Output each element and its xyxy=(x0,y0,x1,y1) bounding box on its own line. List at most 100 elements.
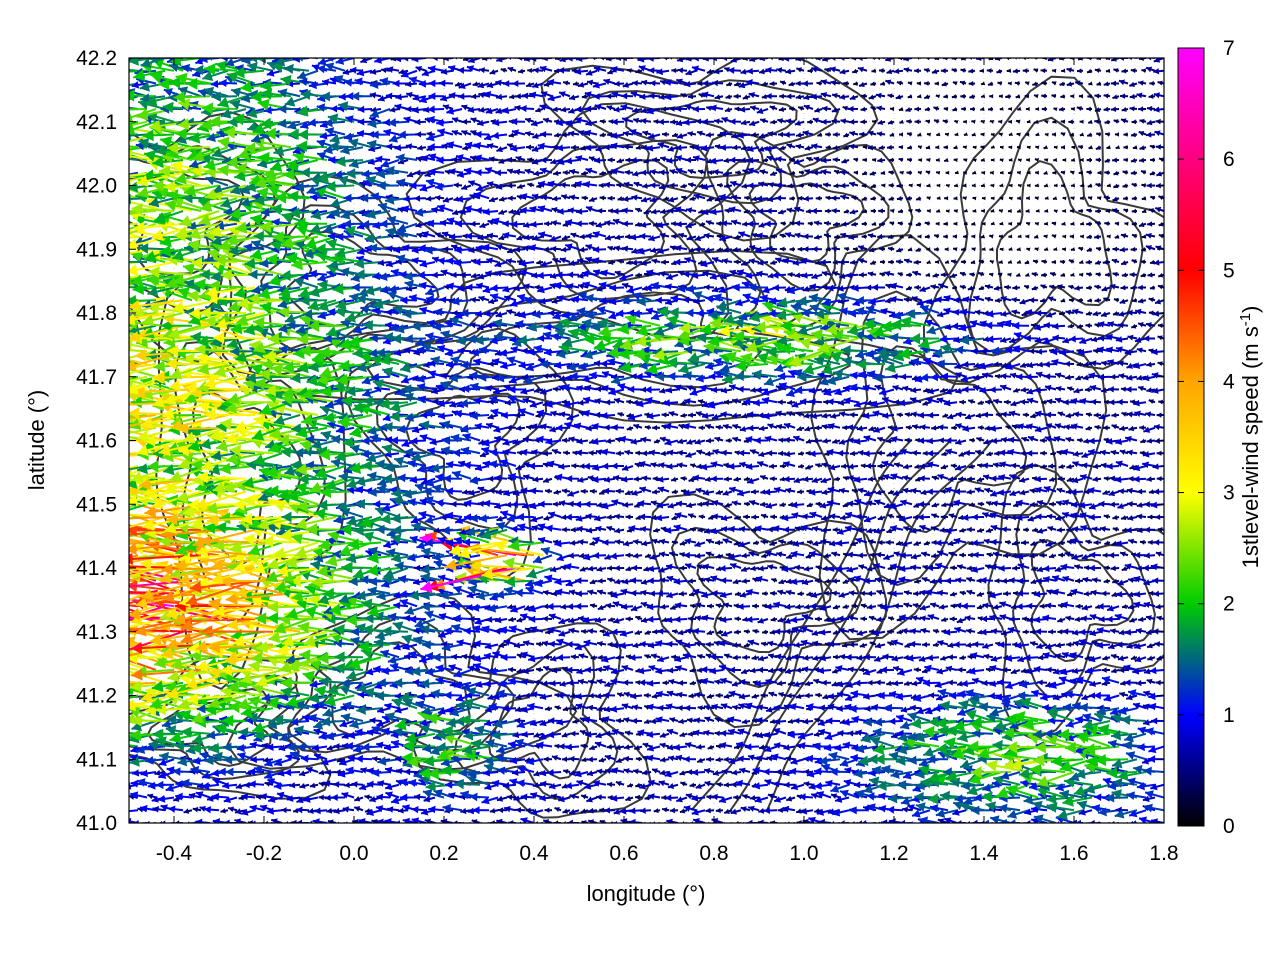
vector-head xyxy=(66,648,77,660)
wind-vector xyxy=(965,821,975,827)
vector-head xyxy=(445,781,452,789)
vector-head xyxy=(742,655,747,660)
vector-head xyxy=(1128,821,1134,827)
vector-head xyxy=(1121,715,1131,725)
vector-head xyxy=(334,743,340,749)
wind-vector xyxy=(220,808,228,813)
vector-head xyxy=(441,765,452,777)
wind-vector xyxy=(697,758,705,763)
vector-head xyxy=(587,756,593,762)
vector-head xyxy=(560,681,566,687)
wind-vector xyxy=(813,679,822,685)
vector-head xyxy=(398,808,404,814)
wind-vector xyxy=(432,653,453,662)
vector-head xyxy=(1106,793,1115,802)
wind-vector xyxy=(912,810,930,818)
vector-head xyxy=(667,667,673,673)
vector-head xyxy=(121,807,126,812)
vector-head xyxy=(670,808,675,814)
vector-head xyxy=(53,635,65,647)
wind-vector xyxy=(616,781,624,786)
wind-vector xyxy=(659,780,669,786)
vector-head xyxy=(623,680,629,686)
wind-vector xyxy=(660,732,669,738)
vector-head xyxy=(928,692,934,698)
wind-vector xyxy=(1151,718,1164,725)
vector-head xyxy=(837,730,843,736)
vector-head xyxy=(323,708,333,717)
wind-vector xyxy=(829,821,840,827)
wind-vector xyxy=(998,804,1020,813)
vector-shaft xyxy=(118,782,129,785)
wind-vector xyxy=(733,655,741,661)
wind-vector xyxy=(578,679,588,685)
wind-vector xyxy=(690,783,696,788)
wind-vector xyxy=(1060,668,1074,675)
wind-vector xyxy=(625,730,633,735)
wind-vector xyxy=(887,806,903,814)
vector-head xyxy=(105,708,117,720)
wind-vector xyxy=(1111,668,1119,673)
wind-vector xyxy=(596,732,606,738)
vector-head xyxy=(889,718,896,725)
wind-vector xyxy=(817,667,831,674)
wind-vector xyxy=(707,694,714,699)
vector-head xyxy=(1007,819,1016,828)
wind-vectors xyxy=(42,47,1164,829)
wind-vector xyxy=(623,680,633,686)
wind-vector xyxy=(570,731,579,737)
vector-head xyxy=(616,718,621,724)
wind-vector xyxy=(314,807,327,814)
wind-vector xyxy=(769,692,777,697)
vector-head xyxy=(598,655,603,661)
vector-head xyxy=(1155,680,1160,686)
vector-head xyxy=(689,821,694,826)
vector-shaft xyxy=(1113,823,1128,827)
wind-vector xyxy=(567,680,579,686)
wind-vector xyxy=(289,782,300,788)
wind-vector xyxy=(631,718,642,724)
vector-head xyxy=(522,731,528,738)
wind-vector xyxy=(543,819,552,825)
wind-vector xyxy=(716,757,723,762)
wind-vector xyxy=(420,724,444,734)
wind-vector xyxy=(1093,821,1110,829)
vector-head xyxy=(821,680,826,686)
vector-head xyxy=(545,808,550,813)
vector-head xyxy=(307,821,313,827)
wind-vector xyxy=(724,693,732,698)
vector-head xyxy=(949,692,956,700)
wind-vector xyxy=(557,654,570,661)
vector-head xyxy=(507,794,513,800)
wind-vector xyxy=(704,717,714,723)
vector-head xyxy=(319,795,324,801)
wind-vector xyxy=(354,806,363,812)
vector-head xyxy=(764,807,770,814)
wind-vector xyxy=(132,820,147,827)
wind-vector xyxy=(611,821,624,828)
wind-vector xyxy=(615,655,624,661)
wind-vector xyxy=(874,754,903,765)
vector-head xyxy=(349,719,359,728)
wind-vector xyxy=(1037,680,1047,686)
wind-vector xyxy=(1150,667,1164,674)
wind-vector xyxy=(928,692,939,698)
vector-head xyxy=(207,730,216,739)
wind-vector xyxy=(644,693,651,698)
vector-shaft xyxy=(117,794,129,797)
vector-head xyxy=(650,718,656,724)
wind-vector xyxy=(358,818,372,825)
wind-vector xyxy=(892,680,903,686)
vector-head xyxy=(361,743,369,752)
wind-vector xyxy=(867,680,876,686)
vector-shaft xyxy=(106,742,138,746)
wind-vector xyxy=(907,655,921,662)
vector-head xyxy=(705,808,710,814)
vector-head xyxy=(867,792,875,800)
wind-vector xyxy=(819,819,831,826)
wind-vector xyxy=(712,794,723,800)
vector-head xyxy=(849,806,856,814)
wind-vector xyxy=(884,704,903,712)
vector-head xyxy=(559,743,565,749)
vector-head xyxy=(417,692,425,700)
